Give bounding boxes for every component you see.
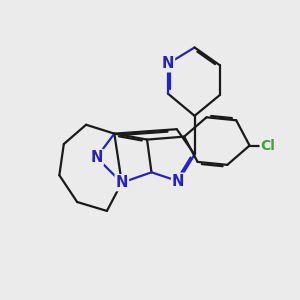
Text: N: N (90, 150, 103, 165)
Text: Cl: Cl (261, 139, 275, 152)
Text: N: N (172, 174, 184, 189)
Text: N: N (162, 56, 174, 71)
Text: N: N (116, 175, 128, 190)
